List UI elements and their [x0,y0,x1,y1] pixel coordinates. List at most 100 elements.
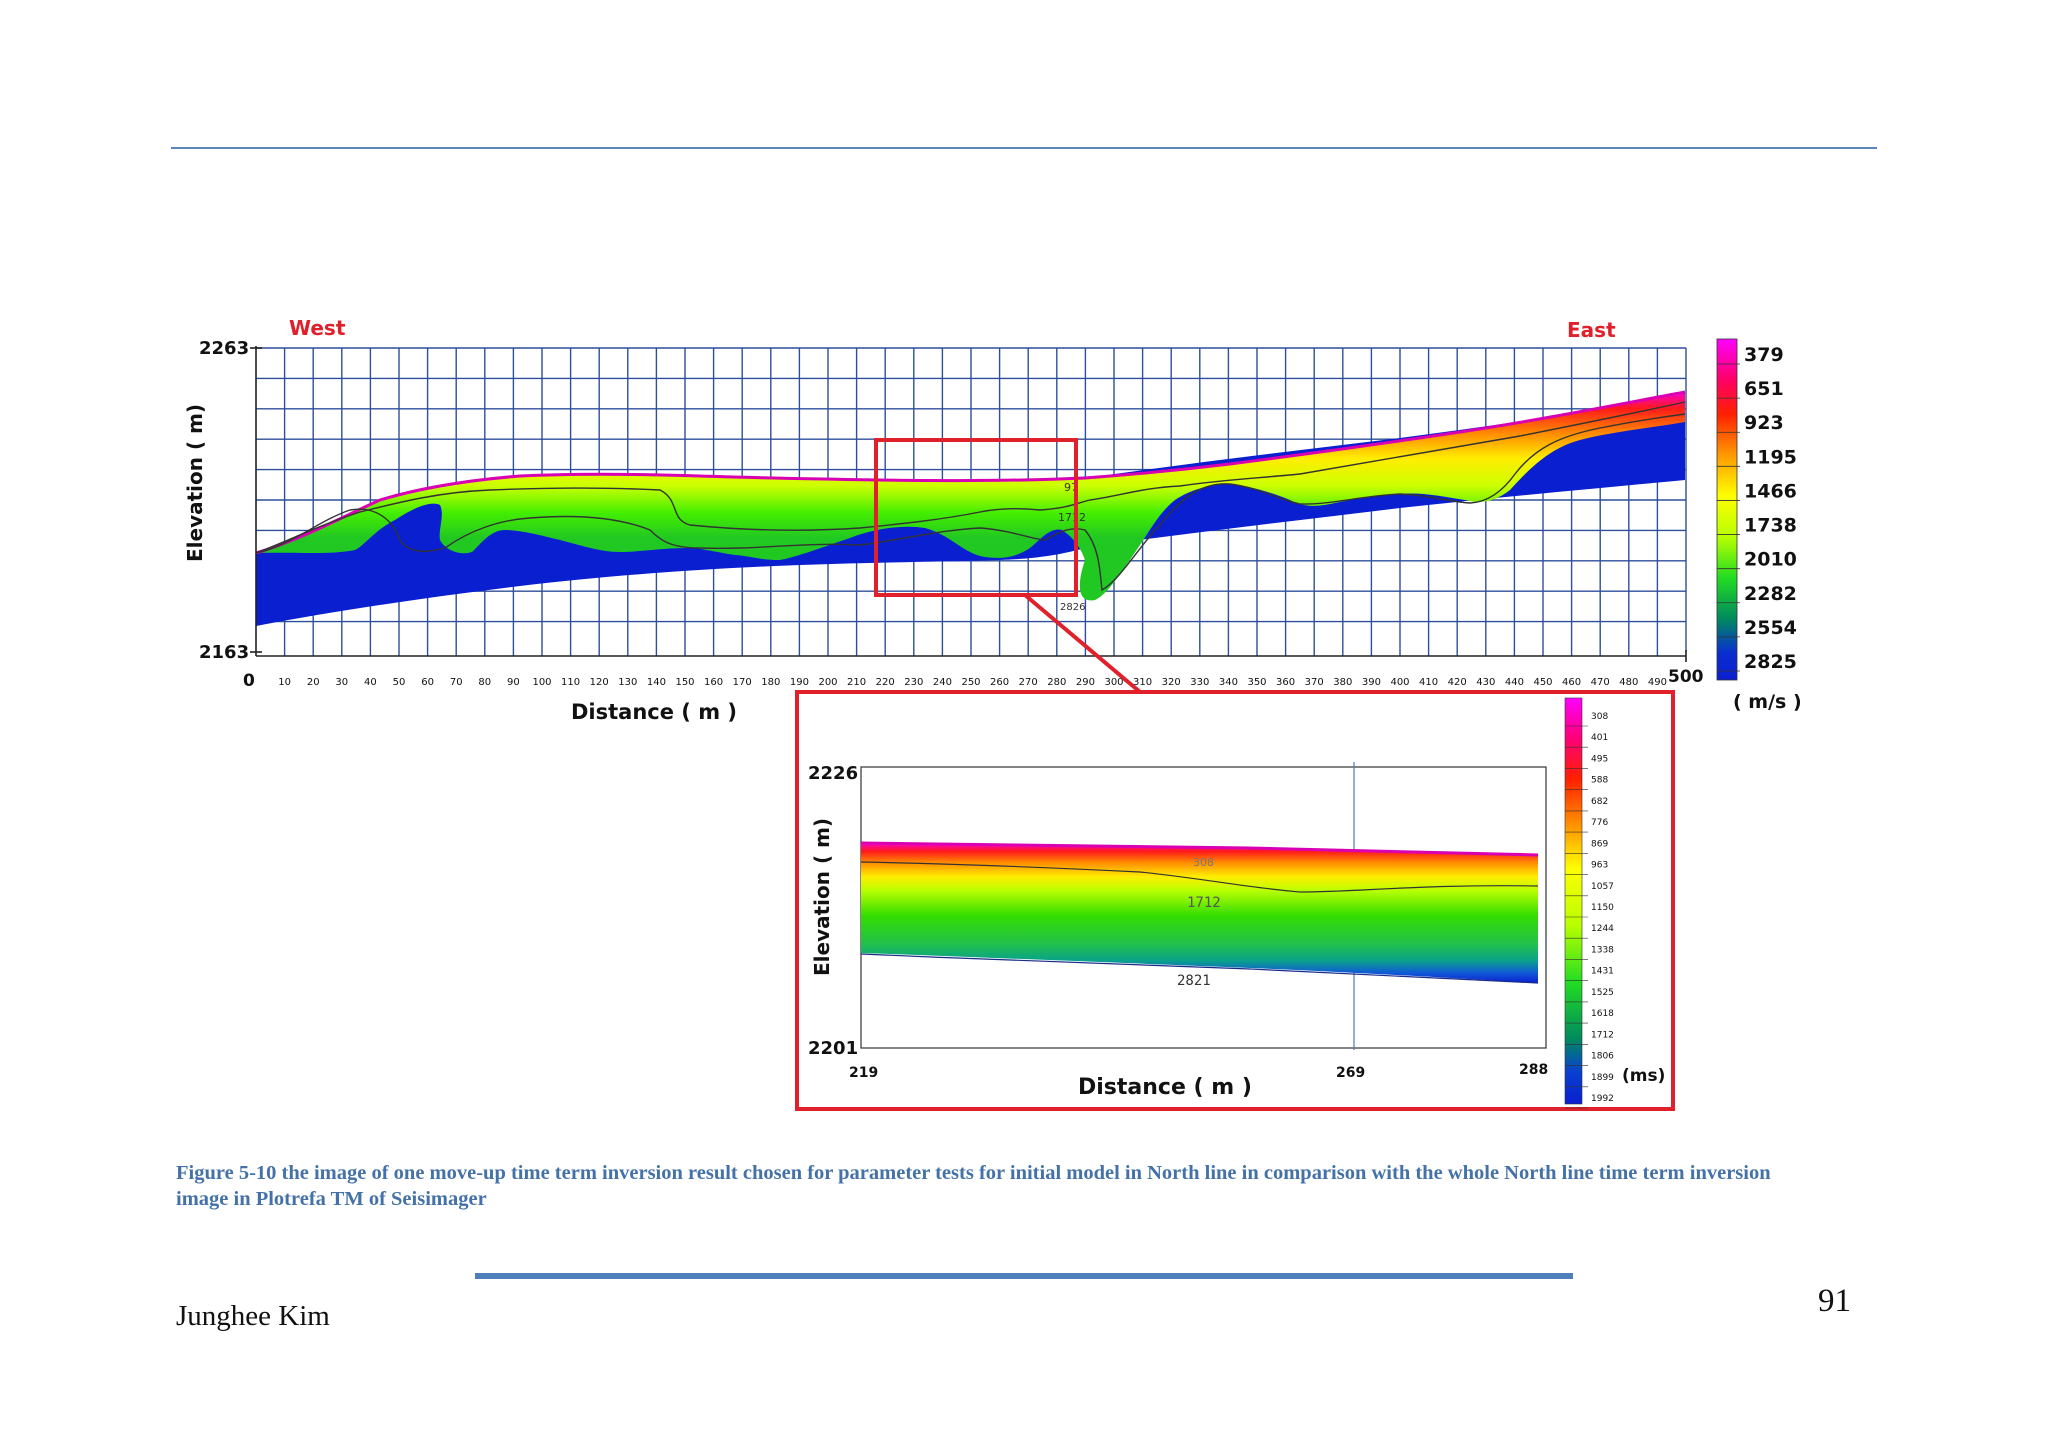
header-rule [171,147,1877,149]
inset-x-axis-label: Distance ( m ) [1078,1075,1252,1100]
footer-author: Junghee Kim [176,1300,330,1332]
main-contour-1712 [255,401,1686,554]
inset-legend-value: 1057 [1591,882,1614,892]
inset-legend-value: 869 [1591,839,1608,849]
main-legend-value: 2825 [1744,651,1797,673]
main-x-tick-label: 390 [1362,677,1381,688]
main-x-tick-label: 360 [1276,677,1295,688]
inset-legend-value: 401 [1591,733,1608,743]
main-x-tick-label: 270 [1019,677,1038,688]
main-legend-value: 1466 [1744,480,1797,502]
main-x-tick-label: 320 [1162,677,1181,688]
inset-contour-2821 [860,953,1539,984]
main-x-axis-label: Distance ( m ) [571,700,737,724]
inset-legend-value: 1992 [1591,1094,1614,1104]
main-y-axis-label: Elevation ( m) [183,404,207,562]
main-legend-value: 651 [1744,378,1784,400]
inset-legend-value: 1806 [1591,1052,1614,1062]
inset-legend-value: 1150 [1591,903,1614,913]
figure-caption: Figure 5-10 the image of one move-up tim… [176,1162,1771,1210]
main-x-tick-label: 150 [675,677,694,688]
main-x-tick-label: 220 [876,677,895,688]
inset-legend-value: 1618 [1591,1009,1614,1019]
main-y-bottom-value: 2163 [199,642,249,663]
main-x-tick-label: 280 [1047,677,1066,688]
main-legend-value: 1195 [1744,446,1797,468]
inset-legend-colorbar [1564,697,1583,1105]
main-x-tick-label: 120 [590,677,609,688]
main-x-tick-label: 350 [1247,677,1266,688]
main-x-tick-label: 100 [532,677,551,688]
main-y-top-value: 2263 [199,338,249,359]
main-x-tick-label: 460 [1562,677,1581,688]
main-annotation-2826: 2826 [1060,602,1085,613]
inset-x-right-value: 288 [1519,1062,1548,1078]
zoom-callout-line [1023,593,1142,694]
main-x-tick-label: 310 [1133,677,1152,688]
main-velocity-layers [256,392,1685,601]
inset-legend-value: 1338 [1591,945,1614,955]
main-legend-ticks [1717,363,1740,672]
main-legend: 379 651 923 1195 1466 1738 2010 2282 2554 2825 ( … [1716,338,1802,713]
main-x-tick-label: 410 [1419,677,1438,688]
inset-legend-value: 495 [1591,754,1608,764]
main-x-tick-labels: 10 20 30 40 50 60 70 80 90 100 110 120 130 140 150 160 1… [278,677,1667,688]
inset-y-bottom-value: 2201 [808,1038,858,1059]
main-x-tick-label: 240 [933,677,952,688]
main-x-tick-label: 430 [1476,677,1495,688]
footer-rule [475,1273,1573,1279]
inset-contour-label-308: 308 [1193,856,1214,869]
main-x-tick-label: 10 [278,677,291,688]
main-x-tick-label: 230 [904,677,923,688]
main-x-tick-label: 210 [847,677,866,688]
main-x-tick-label: 110 [561,677,580,688]
main-legend-value: 2010 [1744,549,1797,571]
main-x-tick-label: 70 [450,677,463,688]
inset-legend-ticks [1565,725,1588,1109]
inset-legend-value: 776 [1591,818,1608,828]
main-x-tick-label: 300 [1104,677,1123,688]
inset-contour-label-2821: 2821 [1177,973,1211,989]
inset-legend-value: 1244 [1591,924,1614,934]
main-x-tick-label: 40 [364,677,377,688]
main-x-tick-label: 370 [1305,677,1324,688]
main-x-tick-label: 330 [1190,677,1209,688]
main-x-tick-label: 160 [704,677,723,688]
main-x-tick-label: 20 [307,677,320,688]
main-x-tick-label: 290 [1076,677,1095,688]
east-label: East [1567,318,1616,342]
main-legend-value: 1738 [1744,515,1797,537]
inset-legend-value: 682 [1591,797,1608,807]
main-legend-value: 2282 [1744,583,1797,605]
main-section-chart: 97 1712 2826 West East 2263 2163 0 500 1… [183,316,1704,724]
main-x-end-value: 500 [1668,667,1704,687]
main-legend-labels: 379 651 923 1195 1466 1738 2010 2282 2554 2825 [1744,344,1797,673]
main-surface-line [255,390,1686,555]
main-x-tick-label: 490 [1648,677,1667,688]
main-x-tick-label: 480 [1619,677,1638,688]
main-x-tick-label: 340 [1219,677,1238,688]
main-legend-colorbar [1716,338,1738,681]
inset-legend-value: 1525 [1591,988,1614,998]
main-x-tick-label: 80 [478,677,491,688]
main-x-tick-label: 130 [618,677,637,688]
inset-legend-value: 588 [1591,776,1608,786]
inset-legend-value: 1899 [1591,1073,1614,1083]
main-x-tick-label: 170 [733,677,752,688]
inset-contour-308 [860,861,1539,893]
inset-legend-value: 963 [1591,861,1608,871]
inset-legend-value: 1712 [1591,1030,1614,1040]
page-number: 91 [1818,1283,1851,1319]
main-legend-value: 379 [1744,344,1784,366]
main-legend-value: 923 [1744,412,1784,434]
inset-y-axis-label: Elevation ( m) [810,818,834,976]
main-x-tick-label: 90 [507,677,520,688]
main-x-tick-label: 470 [1591,677,1610,688]
main-x-tick-label: 380 [1333,677,1352,688]
main-x-tick-label: 190 [790,677,809,688]
main-x-tick-label: 200 [818,677,837,688]
inset-legend-value: 1431 [1591,967,1614,977]
inset-contour-label-1712: 1712 [1187,895,1221,911]
zoom-region-box [874,438,1078,597]
